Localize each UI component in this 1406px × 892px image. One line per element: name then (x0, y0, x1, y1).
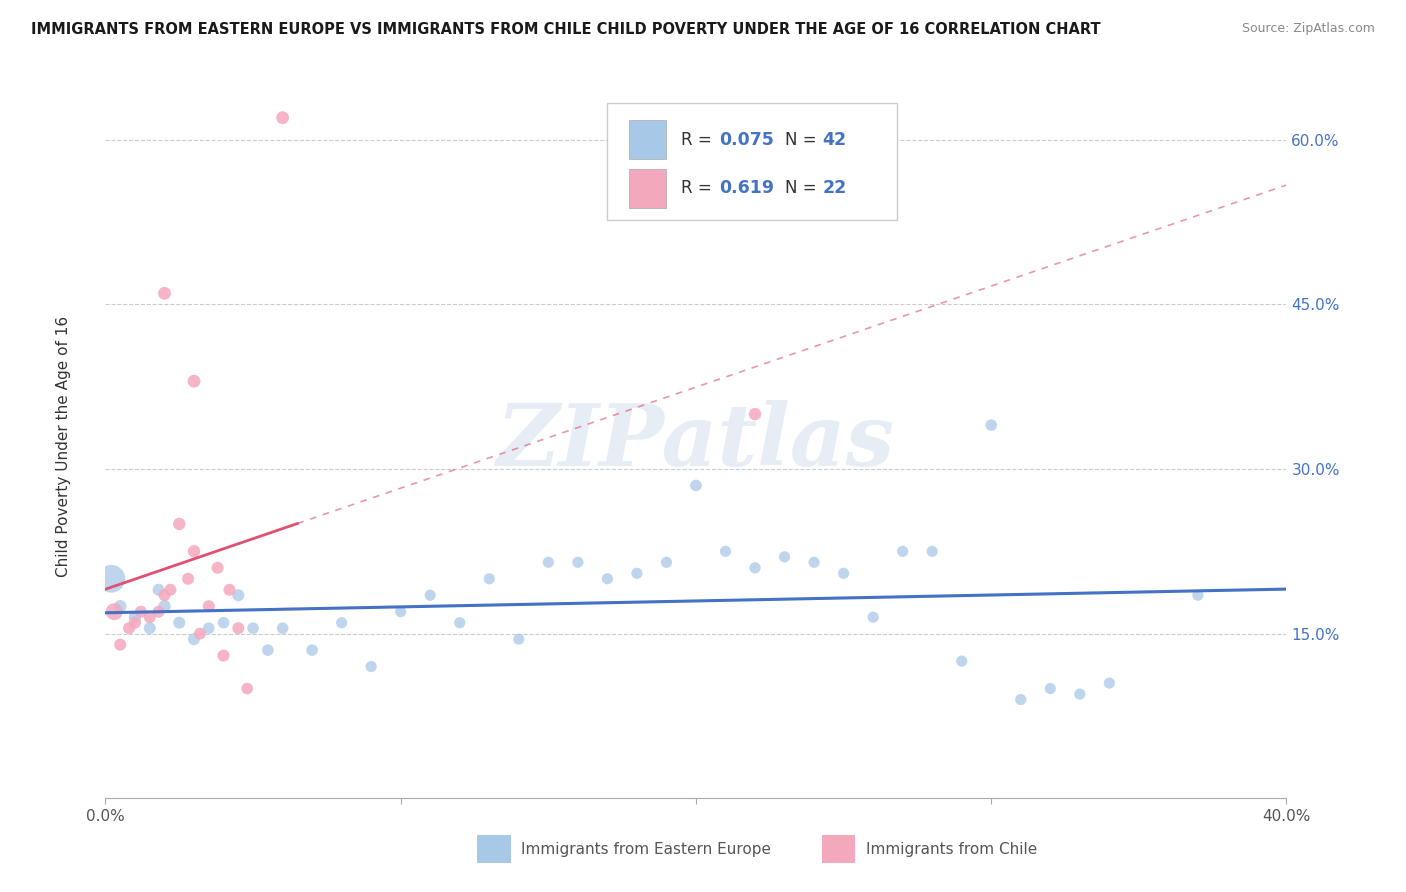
Text: Immigrants from Eastern Europe: Immigrants from Eastern Europe (522, 841, 770, 856)
Point (744, 561, 766, 575)
Point (389, 605, 412, 619)
Point (714, 544, 737, 558)
Point (744, 407, 766, 421)
Point (183, 374, 205, 388)
Point (236, 681, 259, 696)
Text: N =: N = (785, 131, 821, 149)
Point (118, 621, 141, 635)
Point (148, 582, 170, 597)
Point (685, 478, 707, 492)
Point (832, 566, 855, 581)
Point (138, 621, 162, 635)
Point (1010, 692, 1032, 706)
Point (188, 626, 211, 640)
Point (177, 572, 200, 586)
Point (449, 615, 471, 630)
FancyBboxPatch shape (823, 836, 855, 863)
Point (124, 615, 146, 630)
Point (138, 610, 162, 624)
Point (153, 599, 176, 614)
Point (110, 638, 132, 652)
Point (626, 566, 648, 581)
Point (218, 582, 240, 597)
Text: 42: 42 (823, 131, 846, 149)
Point (950, 654, 973, 668)
Point (537, 555, 560, 569)
Text: R =: R = (681, 179, 717, 197)
Point (301, 643, 323, 657)
Point (1098, 676, 1121, 690)
Point (773, 549, 796, 564)
Point (242, 621, 264, 635)
Point (153, 286, 176, 301)
Point (360, 659, 382, 673)
Text: ZIPatlas: ZIPatlas (496, 400, 896, 483)
Point (197, 621, 219, 635)
Point (212, 615, 235, 630)
Point (183, 544, 205, 558)
FancyBboxPatch shape (607, 103, 897, 220)
Text: N =: N = (785, 179, 821, 197)
Point (1039, 681, 1062, 696)
Point (891, 544, 914, 558)
Text: Immigrants from Chile: Immigrants from Chile (866, 841, 1038, 856)
Point (1187, 588, 1209, 602)
Point (124, 610, 146, 624)
Point (197, 599, 219, 614)
Text: Child Poverty Under the Age of 16: Child Poverty Under the Age of 16 (56, 316, 70, 576)
FancyBboxPatch shape (478, 836, 510, 863)
Text: 22: 22 (823, 179, 846, 197)
Point (567, 555, 589, 569)
Point (862, 610, 884, 624)
Point (148, 605, 170, 619)
FancyBboxPatch shape (628, 120, 666, 160)
Point (207, 561, 229, 575)
Point (169, 615, 191, 630)
Point (103, 605, 125, 619)
Point (212, 648, 235, 663)
Point (153, 588, 176, 602)
Point (110, 599, 132, 614)
Text: 0.619: 0.619 (720, 179, 775, 197)
Point (228, 621, 250, 635)
Point (596, 572, 619, 586)
Point (159, 582, 181, 597)
Text: R =: R = (681, 131, 717, 149)
Text: Source: ZipAtlas.com: Source: ZipAtlas.com (1241, 22, 1375, 36)
Point (921, 544, 943, 558)
Point (1069, 687, 1091, 701)
Point (271, 621, 294, 635)
Text: 0.075: 0.075 (720, 131, 775, 149)
FancyBboxPatch shape (628, 169, 666, 208)
Point (183, 632, 205, 647)
Text: IMMIGRANTS FROM EASTERN EUROPE VS IMMIGRANTS FROM CHILE CHILD POVERTY UNDER THE : IMMIGRANTS FROM EASTERN EUROPE VS IMMIGR… (31, 22, 1101, 37)
Point (169, 516, 191, 531)
Point (257, 643, 280, 657)
Point (655, 555, 678, 569)
Point (271, 111, 294, 125)
Point (228, 588, 250, 602)
Point (980, 418, 1002, 433)
Point (803, 555, 825, 569)
Point (100, 572, 122, 586)
Point (508, 632, 530, 647)
Point (419, 588, 441, 602)
Point (330, 615, 353, 630)
Point (478, 572, 501, 586)
Point (129, 605, 152, 619)
